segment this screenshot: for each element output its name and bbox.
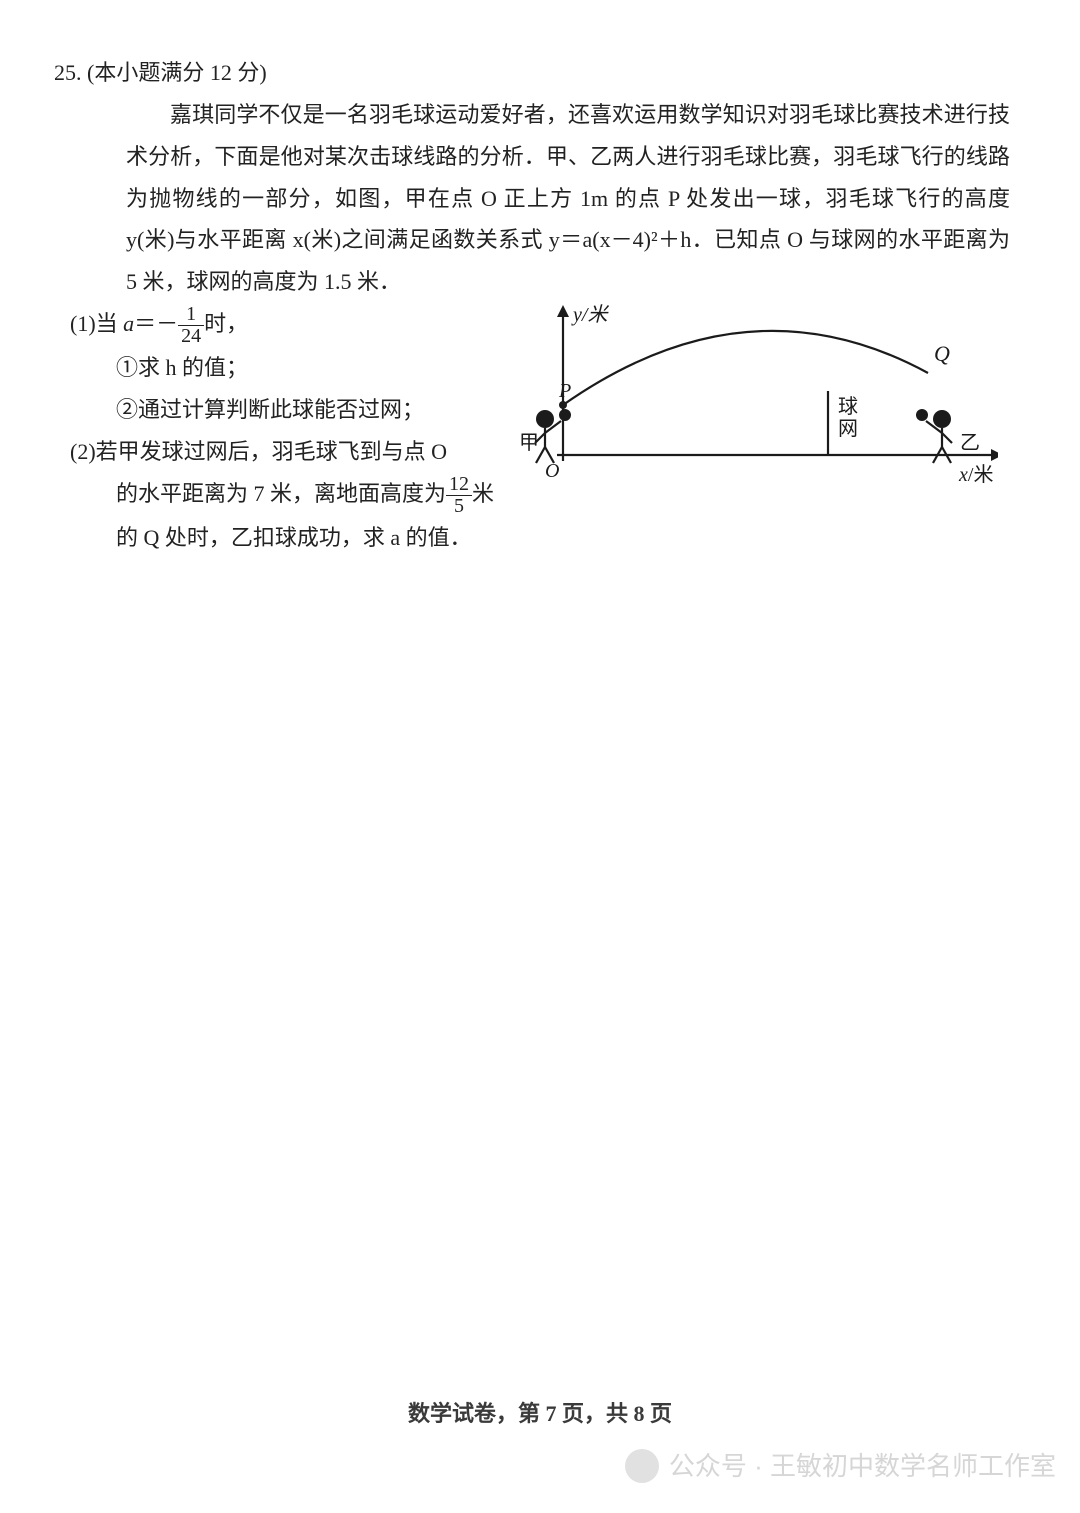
svg-text:乙: 乙 <box>960 432 980 454</box>
question-left-column: (1)当 a＝－124时， ①求 h 的值； ②通过计算判断此球能否过网； (2… <box>70 303 500 559</box>
svg-text:Q: Q <box>934 341 950 366</box>
part-1: (1)当 a＝－124时， <box>70 303 500 347</box>
problem-diagram: 球网甲 乙 P Q Oy/米 x/米 <box>518 295 1010 519</box>
question-columns: (1)当 a＝－124时， ①求 h 的值； ②通过计算判断此球能否过网； (2… <box>70 303 1010 559</box>
question-number: 25. (本小题满分 12 分) <box>54 52 267 94</box>
svg-text:y/米: y/米 <box>571 304 609 326</box>
frac-den: 24 <box>178 326 204 347</box>
part-1-ii: ②通过计算判断此球能否过网； <box>116 389 500 431</box>
svg-text:O: O <box>545 460 559 482</box>
svg-text:P: P <box>558 380 571 402</box>
svg-text:网: 网 <box>838 418 858 440</box>
part2b-prefix: 的水平距离为 7 米，离地面高度为 <box>116 481 446 506</box>
diagram-svg: 球网甲 乙 P Q Oy/米 x/米 <box>518 295 998 505</box>
watermark: 公众号 · 王敏初中数学名师工作室 <box>625 1442 1056 1491</box>
svg-text:甲: 甲 <box>519 432 539 454</box>
page-footer: 数学试卷，第 7 页，共 8 页 <box>0 1393 1080 1435</box>
qnum-text: 25. <box>54 60 87 85</box>
part1-eq: ＝－ <box>134 311 178 336</box>
wechat-icon <box>625 1449 659 1483</box>
frac-num: 1 <box>178 304 204 326</box>
svg-text:球: 球 <box>838 395 858 418</box>
part1-prefix: (1)当 <box>70 311 123 336</box>
part1-var: a <box>123 311 134 336</box>
svg-text:x/米: x/米 <box>958 463 993 486</box>
part-2-b: 的水平距离为 7 米，离地面高度为125米 <box>116 473 500 517</box>
part2-fraction: 125 <box>446 474 472 517</box>
points-label: (本小题满分 12 分) <box>87 60 267 85</box>
part-2-a: (2)若甲发球过网后，羽毛球飞到与点 O <box>70 431 500 473</box>
frac2-num: 12 <box>446 474 472 496</box>
part2b-suffix: 米 <box>472 481 494 506</box>
frac2-den: 5 <box>446 496 472 517</box>
question-paragraph: 嘉琪同学不仅是一名羽毛球运动爱好者，还喜欢运用数学知识对羽毛球比赛技术进行技术分… <box>126 94 1010 303</box>
part1-fraction: 124 <box>178 304 204 347</box>
part-1-i: ①求 h 的值； <box>116 347 500 389</box>
part-2-c: 的 Q 处时，乙扣球成功，求 a 的值． <box>116 517 500 559</box>
exam-page: 25. (本小题满分 12 分) 嘉琪同学不仅是一名羽毛球运动爱好者，还喜欢运用… <box>0 0 1080 1513</box>
part1-suffix: 时， <box>204 311 248 336</box>
watermark-text: 公众号 · 王敏初中数学名师工作室 <box>669 1442 1056 1491</box>
